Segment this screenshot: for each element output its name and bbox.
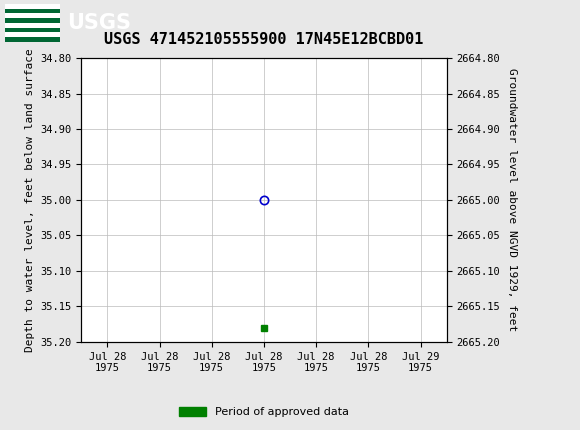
FancyBboxPatch shape <box>5 3 60 42</box>
FancyBboxPatch shape <box>5 18 60 22</box>
Y-axis label: Depth to water level, feet below land surface: Depth to water level, feet below land su… <box>25 48 35 352</box>
FancyBboxPatch shape <box>5 37 60 42</box>
Y-axis label: Groundwater level above NGVD 1929, feet: Groundwater level above NGVD 1929, feet <box>507 68 517 332</box>
Legend: Period of approved data: Period of approved data <box>174 402 354 421</box>
FancyBboxPatch shape <box>5 28 60 32</box>
FancyBboxPatch shape <box>5 9 60 13</box>
Text: USGS: USGS <box>67 12 130 33</box>
Text: USGS 471452105555900 17N45E12BCBD01: USGS 471452105555900 17N45E12BCBD01 <box>104 32 423 47</box>
